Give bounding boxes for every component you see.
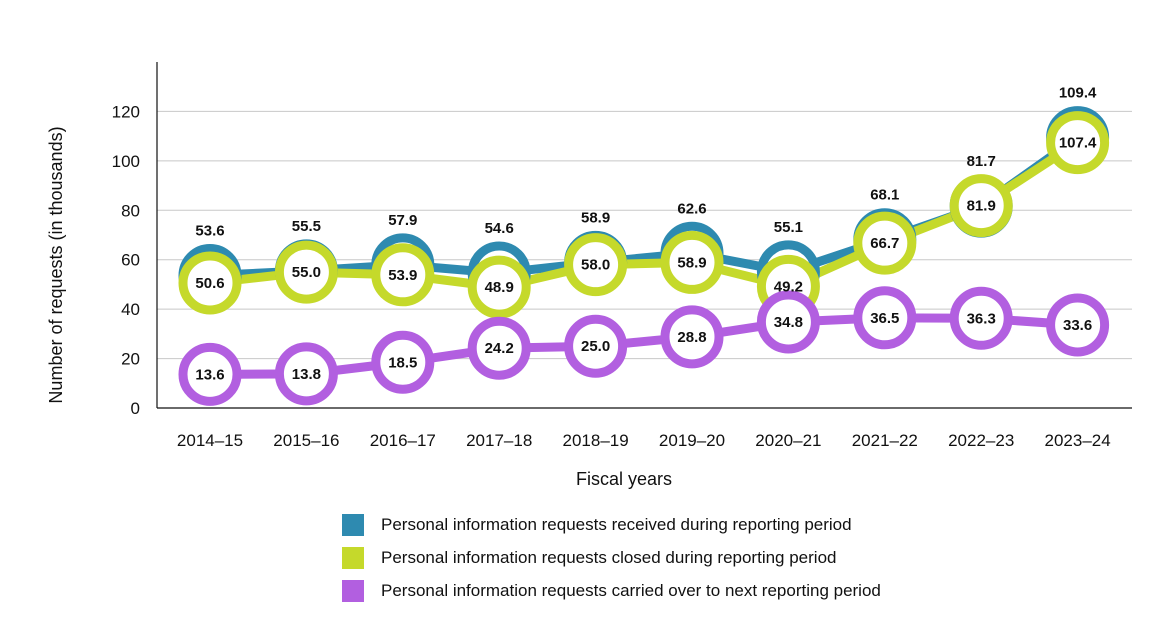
data-label-carried-over: 25.0 xyxy=(581,338,610,355)
data-label-received: 54.6 xyxy=(485,220,514,237)
data-label-closed: 49.2 xyxy=(774,278,803,295)
data-label-received: 55.5 xyxy=(292,218,321,235)
marker-carried-over xyxy=(467,316,531,380)
axes xyxy=(156,62,1132,409)
series-markers xyxy=(178,106,1110,406)
y-tick-label: 60 xyxy=(121,251,140,270)
legend-label-closed: Personal information requests closed dur… xyxy=(381,547,837,567)
marker-closed xyxy=(371,243,435,307)
data-label-closed: 58.9 xyxy=(677,254,706,271)
series-line-received xyxy=(205,133,1083,281)
data-label-received: 62.6 xyxy=(677,200,706,217)
data-label-carried-over: 13.8 xyxy=(292,366,321,383)
series-lines xyxy=(205,133,1083,379)
legend-label-carried-over: Personal information requests carried ov… xyxy=(381,580,881,600)
legend-swatch-carried-over xyxy=(342,579,364,602)
x-tick-label: 2018–19 xyxy=(563,431,629,450)
marker-carried-over xyxy=(274,342,338,406)
y-tick-label: 80 xyxy=(121,201,140,220)
y-tick-label: 0 xyxy=(131,399,140,418)
y-tick-label: 20 xyxy=(121,350,140,369)
data-label-carried-over: 18.5 xyxy=(388,354,417,371)
x-tick-labels: 2014–15 2015–16 2016–17 2017–18 2018–19 2019–… xyxy=(177,431,1111,450)
x-tick-label: 2021–22 xyxy=(852,431,918,450)
data-label-received: 109.4 xyxy=(1059,85,1097,102)
data-label-received: 53.6 xyxy=(195,223,224,240)
value-labels: 53.6 55.5 57.9 54.6 58.9 62.6 55.1 68.1 81.7 109.… xyxy=(195,85,1097,384)
marker-closed xyxy=(564,233,628,297)
marker-closed xyxy=(949,174,1013,238)
marker-closed xyxy=(660,230,724,294)
x-tick-label: 2022–23 xyxy=(948,431,1014,450)
x-tick-label: 2023–24 xyxy=(1045,431,1111,450)
marker-carried-over xyxy=(853,286,917,350)
data-label-received: 81.7 xyxy=(967,153,996,170)
data-label-received: 58.9 xyxy=(581,209,610,226)
data-label-carried-over: 24.2 xyxy=(485,340,514,357)
data-label-closed: 48.9 xyxy=(485,279,514,296)
data-label-closed: 107.4 xyxy=(1059,135,1097,152)
series-line-carried-over xyxy=(205,313,1083,379)
marker-carried-over xyxy=(564,314,628,378)
legend-item-closed: Personal information requests closed dur… xyxy=(342,541,881,574)
data-label-closed: 50.6 xyxy=(195,275,224,292)
data-label-received: 55.1 xyxy=(774,219,803,236)
marker-carried-over xyxy=(756,290,820,354)
x-tick-label: 2015–16 xyxy=(273,431,339,450)
y-tick-label: 100 xyxy=(112,152,140,171)
y-tick-label: 40 xyxy=(121,300,140,319)
legend-label-received: Personal information requests received d… xyxy=(381,514,852,534)
series-line-closed xyxy=(205,138,1083,292)
data-label-carried-over: 13.6 xyxy=(195,366,224,383)
data-label-carried-over: 36.3 xyxy=(967,310,996,327)
x-tick-label: 2017–18 xyxy=(466,431,532,450)
marker-carried-over xyxy=(178,342,242,406)
marker-carried-over xyxy=(371,330,435,394)
legend-swatch-received xyxy=(342,513,364,536)
legend: Personal information requests received d… xyxy=(342,508,881,607)
marker-carried-over xyxy=(1046,293,1110,357)
data-label-carried-over: 36.5 xyxy=(870,310,899,327)
marker-carried-over xyxy=(660,305,724,369)
y-axis-title: Number of requests (in thousands) xyxy=(46,126,66,403)
y-tick-label: 120 xyxy=(112,102,140,121)
data-label-closed: 53.9 xyxy=(388,267,417,284)
data-label-carried-over: 34.8 xyxy=(774,314,803,331)
marker-closed xyxy=(467,255,531,319)
marker-closed xyxy=(853,211,917,275)
data-label-closed: 58.0 xyxy=(581,257,610,274)
x-axis-title: Fiscal years xyxy=(576,469,672,489)
marker-closed xyxy=(1046,111,1110,175)
marker-carried-over xyxy=(949,286,1013,350)
data-label-carried-over: 33.6 xyxy=(1063,317,1092,334)
y-tick-labels: 0 20 40 60 80 100 120 xyxy=(112,102,140,418)
legend-swatch-closed xyxy=(342,546,364,569)
data-label-received: 68.1 xyxy=(870,187,899,204)
data-label-closed: 66.7 xyxy=(870,235,899,252)
marker-closed xyxy=(274,240,338,304)
legend-item-carried-over: Personal information requests carried ov… xyxy=(342,574,881,607)
x-tick-label: 2019–20 xyxy=(659,431,725,450)
x-tick-label: 2014–15 xyxy=(177,431,243,450)
data-label-closed: 81.9 xyxy=(967,198,996,215)
legend-item-received: Personal information requests received d… xyxy=(342,508,881,541)
data-label-closed: 55.0 xyxy=(292,264,321,281)
data-label-carried-over: 28.8 xyxy=(677,329,706,346)
x-tick-label: 2016–17 xyxy=(370,431,436,450)
marker-closed xyxy=(178,251,242,315)
data-label-received: 57.9 xyxy=(388,212,417,229)
x-tick-label: 2020–21 xyxy=(755,431,821,450)
